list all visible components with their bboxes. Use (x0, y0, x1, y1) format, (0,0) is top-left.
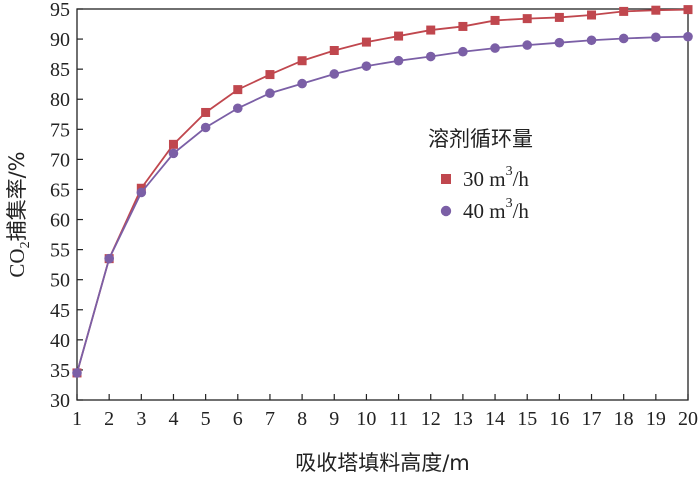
y-tick-label: 75 (50, 119, 70, 141)
data-point (168, 139, 178, 149)
y-tick-label: 30 (50, 390, 70, 412)
y-tick-label: 90 (50, 29, 70, 51)
x-tick-label: 10 (356, 408, 376, 430)
data-point (136, 187, 147, 198)
data-point (458, 46, 468, 57)
data-point (587, 10, 597, 20)
legend-title: 溶剂循环量 (428, 127, 533, 151)
x-tick-label: 4 (168, 408, 178, 430)
x-tick-label: 11 (389, 408, 408, 430)
data-point (425, 51, 436, 62)
x-tick-label: 9 (329, 408, 339, 430)
data-point (104, 253, 114, 264)
x-axis-title: 吸收塔填料高度/m (295, 451, 470, 475)
legend-marker (440, 205, 452, 217)
data-point (522, 40, 533, 50)
ticks: 1 2 3 4 5 6 7 8 9 10 11 12 13 14 15 16 17 18 19 20303540455… (50, 0, 698, 430)
x-tick-label: 8 (297, 408, 307, 430)
x-tick-label: 5 (201, 408, 211, 430)
data-point (554, 12, 564, 22)
legend: 溶剂循环量 30 m3/h 40 m3/h (428, 127, 533, 223)
y-axis-title: CO2捕集率/% (5, 151, 33, 277)
y-tick-label: 40 (50, 330, 70, 352)
data-point (265, 70, 275, 80)
legend-label: 40 m3/h (463, 196, 529, 223)
data-point (232, 103, 243, 114)
data-point (619, 6, 629, 16)
x-tick-label: 3 (136, 408, 146, 430)
data-point (394, 31, 404, 41)
data-point (522, 14, 532, 24)
y-axis-title-main: CO (5, 248, 29, 277)
x-tick-label: 18 (614, 408, 634, 430)
data-point (72, 368, 82, 378)
data-point (168, 148, 179, 159)
data-point (233, 85, 243, 95)
data-point (361, 61, 372, 71)
x-tick-label: 12 (421, 408, 441, 430)
x-tick-label: 7 (265, 408, 275, 430)
series-line (76, 8, 689, 374)
data-point (554, 37, 565, 48)
y-tick-label: 60 (50, 210, 70, 232)
legend-marker (441, 174, 451, 184)
x-tick-label: 14 (485, 408, 505, 430)
data-point (393, 55, 404, 66)
y-tick-label: 85 (50, 59, 70, 81)
data-point (683, 5, 693, 15)
data-point (265, 88, 275, 99)
y-tick-label: 35 (50, 360, 70, 382)
data-point (683, 31, 693, 42)
y-tick-label: 70 (50, 149, 70, 171)
x-tick-label: 20 (678, 408, 698, 430)
x-tick-label: 6 (233, 408, 243, 430)
data-point (586, 35, 597, 46)
y-axis-title-subscript: 2 (18, 241, 33, 248)
series-line (76, 35, 689, 374)
y-axis-title-rest: 捕集率/% (5, 151, 29, 241)
y-tick-label: 65 (50, 179, 70, 201)
y-tick-label: 95 (50, 0, 70, 21)
data-point (297, 56, 307, 66)
data-point (490, 43, 500, 53)
data-point (361, 37, 371, 47)
y-tick-label: 55 (50, 240, 70, 262)
x-tick-label: 15 (517, 408, 537, 430)
x-tick-label: 2 (104, 408, 114, 430)
data-point (200, 122, 211, 133)
data-point (426, 25, 436, 35)
x-tick-label: 17 (582, 408, 602, 430)
data-point (329, 69, 340, 79)
legend-item-1: 30 m3/h (441, 164, 529, 191)
y-tick-label: 80 (50, 89, 70, 111)
data-point (490, 15, 500, 25)
plot-frame (76, 8, 689, 401)
data-point (618, 33, 629, 44)
series-layer (72, 5, 693, 378)
data-point (458, 21, 468, 31)
y-tick-label: 45 (50, 300, 70, 322)
series-1 (72, 5, 693, 378)
legend-item-2: 40 m3/h (440, 196, 529, 223)
data-point (329, 46, 339, 56)
series-2 (72, 31, 693, 378)
x-tick-label: 13 (453, 408, 473, 430)
y-tick-label: 50 (50, 270, 70, 292)
x-tick-label: 19 (646, 408, 666, 430)
data-point (201, 107, 211, 117)
data-point (297, 78, 307, 89)
data-point (651, 32, 661, 43)
data-point (651, 5, 661, 15)
x-tick-label: 1 (72, 408, 82, 430)
axes (76, 8, 689, 401)
legend-label: 30 m3/h (463, 164, 529, 191)
x-tick-label: 16 (549, 408, 569, 430)
